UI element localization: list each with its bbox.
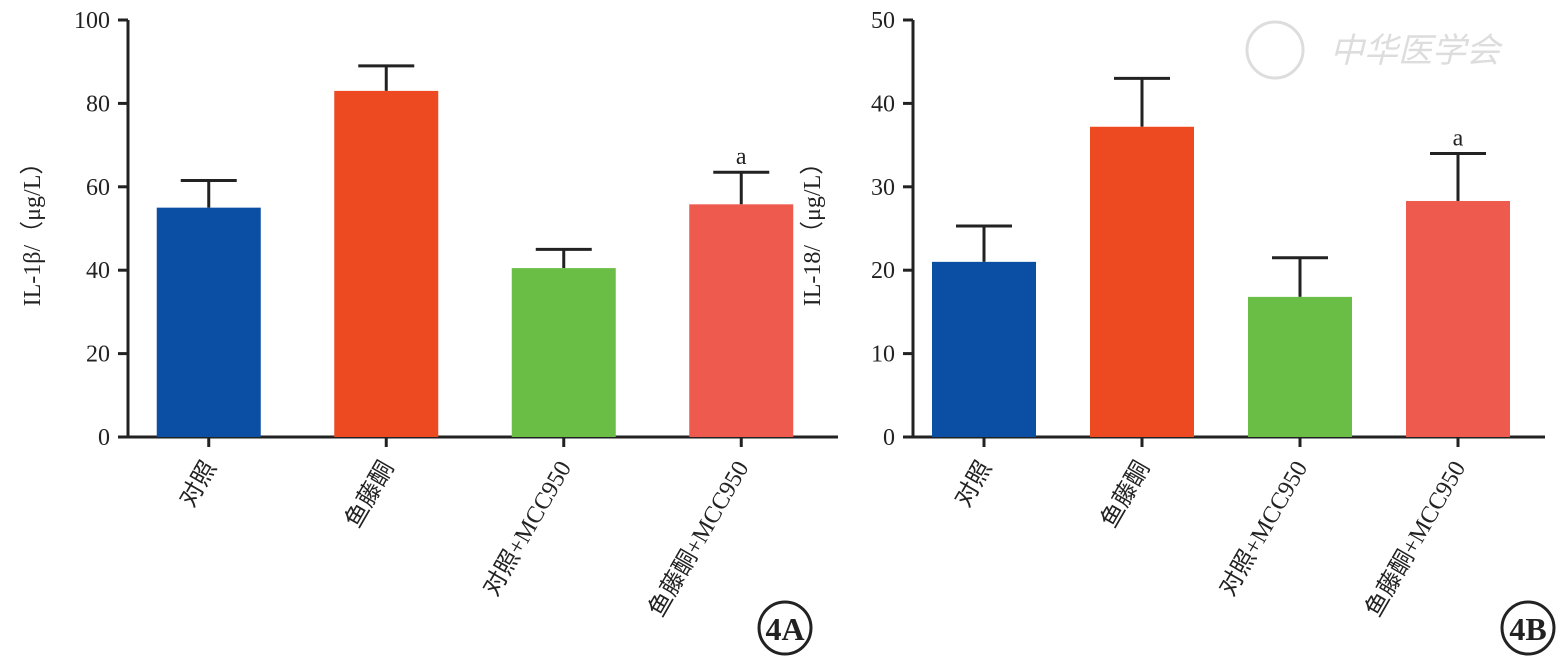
bar: [1406, 200, 1510, 437]
x-tick-label: 对照: [950, 457, 997, 512]
bar: [156, 207, 261, 437]
y-tick-label: 30: [871, 175, 895, 201]
y-tick-label: 0: [98, 425, 110, 451]
y-tick-label: 40: [86, 258, 110, 284]
panel-circle: [757, 600, 813, 656]
x-tick-label: 对照+MCC950: [1214, 457, 1313, 601]
bar: [1248, 296, 1352, 437]
y-tick-label: 80: [86, 91, 110, 117]
y-tick-label: 10: [871, 342, 895, 368]
watermark-logo: [1245, 20, 1305, 80]
x-tick-label: 鱼藤酮: [340, 457, 399, 533]
y-tick-label: 50: [871, 8, 895, 34]
watermark: 中华医学会: [1330, 33, 1504, 70]
bar: [334, 90, 439, 437]
x-tick-label: 对照+MCC950: [478, 457, 577, 601]
panel-label: 4B: [1509, 611, 1546, 647]
y-axis-label: IL-18/（μg/L）: [800, 151, 826, 307]
x-tick-label: 鱼藤酮: [1096, 457, 1155, 533]
y-tick-label: 20: [86, 342, 110, 368]
bar: [932, 261, 1036, 437]
panel-circle: [1500, 600, 1556, 656]
x-tick-label: 对照: [175, 457, 222, 512]
annotation: a: [736, 144, 747, 170]
x-tick-label: 鱼藤酮+MCC950: [644, 457, 755, 622]
y-tick-label: 0: [883, 425, 895, 451]
panel-label: 4A: [765, 611, 804, 647]
x-tick-label: 鱼藤酮+MCC950: [1360, 457, 1471, 622]
y-tick-label: 100: [74, 8, 110, 34]
bar: [689, 204, 794, 437]
y-tick-label: 40: [871, 91, 895, 117]
bar: [511, 268, 616, 437]
annotation: a: [1453, 125, 1464, 151]
y-axis-label: IL-1β/（μg/L）: [20, 151, 46, 307]
y-tick-label: 20: [871, 258, 895, 284]
bar: [1090, 126, 1194, 437]
y-tick-label: 60: [86, 175, 110, 201]
